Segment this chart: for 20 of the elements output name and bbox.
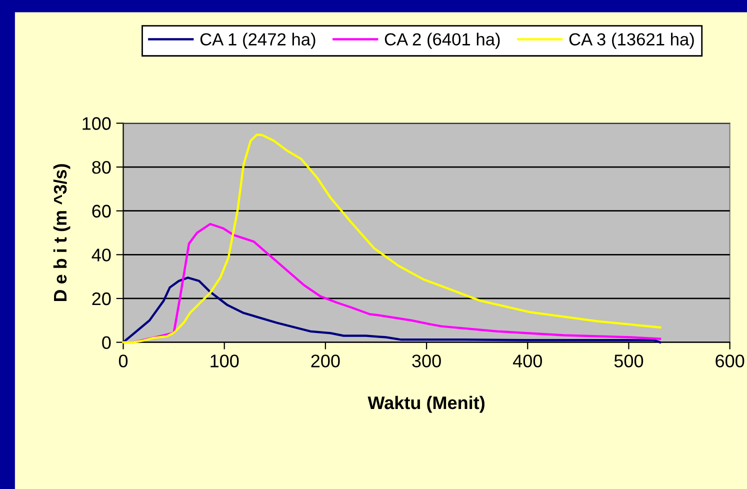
legend-label: CA 1 (2472 ha) xyxy=(200,32,316,49)
y-tick-label: 0 xyxy=(102,336,111,350)
x-tick-label: 500 xyxy=(614,354,644,368)
legend-label: CA 2 (6401 ha) xyxy=(384,32,500,49)
x-tick-label: 400 xyxy=(512,354,542,368)
y-tick-label: 80 xyxy=(92,160,111,174)
line-series xyxy=(122,276,662,344)
y-tick-label: 20 xyxy=(92,292,111,306)
x-tick-label: 300 xyxy=(412,354,441,368)
line-series xyxy=(122,134,662,344)
x-tick-label: 200 xyxy=(311,354,340,368)
y-axis-title: D e b i t (m ^3/s) xyxy=(53,164,70,302)
x-tick-label: 600 xyxy=(716,354,744,368)
y-tick-label: 40 xyxy=(92,248,111,262)
x-tick-label: 100 xyxy=(210,354,239,368)
y-tick-label: 100 xyxy=(82,117,111,130)
legend-label: CA 3 (13621 ha) xyxy=(569,32,694,49)
x-axis-title: Waktu (Menit) xyxy=(368,396,484,413)
x-tick-label: 0 xyxy=(118,354,128,368)
y-tick-label: 60 xyxy=(92,204,111,218)
